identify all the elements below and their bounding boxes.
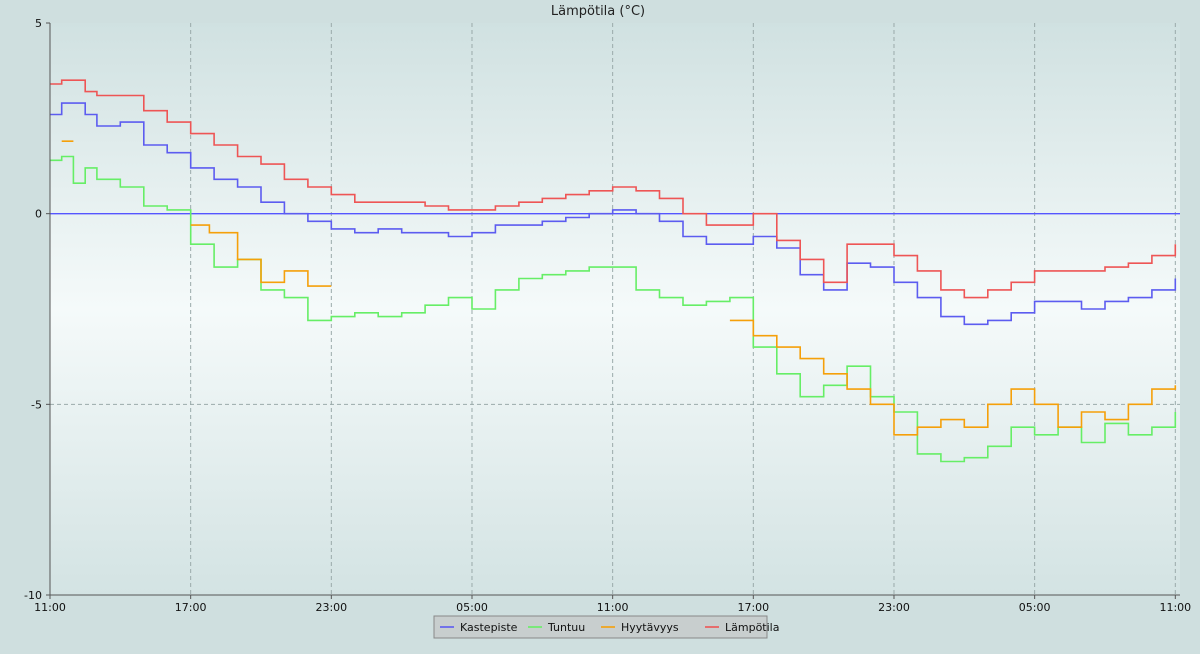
x-tick-label: 05:00 [1019, 601, 1051, 614]
x-tick-label: 11:00 [597, 601, 629, 614]
axes: 11:00 17:00 23:00 05:00 11:00 17:00 23:00 05:00… [24, 17, 1191, 614]
x-tick-label: 11:00 [1159, 601, 1191, 614]
x-tick-label: 23:00 [315, 601, 347, 614]
legend-item-hyytavyys[interactable]: Hyytävyys [601, 621, 679, 634]
legend-item-kastepiste[interactable]: Kastepiste [440, 621, 518, 634]
legend-label: Kastepiste [460, 621, 518, 634]
legend-box [433, 615, 768, 639]
y-tick-label: 5 [35, 17, 42, 30]
series-line-lamp-tila [50, 79, 1177, 299]
y-tick-label: -5 [31, 398, 42, 411]
series-line-tuntuu [50, 155, 1177, 463]
x-tick-label: 11:00 [34, 601, 66, 614]
plot-area [50, 23, 1180, 595]
legend-label: Lämpötila [725, 621, 779, 634]
legend-item-tuntuu[interactable]: Tuntuu [528, 621, 585, 634]
y-tick-label: 0 [35, 208, 42, 221]
legend-label: Hyytävyys [621, 621, 679, 634]
x-tick-label: 23:00 [878, 601, 910, 614]
x-tick-label: 17:00 [737, 601, 769, 614]
series-line-kastepiste [50, 102, 1177, 326]
y-tick-label: -10 [24, 589, 42, 602]
series-line-hyytavyys [61, 140, 1177, 436]
legend[interactable]: Kastepiste Tuntuu Hyytävyys Lämpötila [433, 615, 779, 639]
x-tick-label: 17:00 [175, 601, 207, 614]
legend-item-lamp-tila[interactable]: Lämpötila [705, 621, 779, 634]
chart-title: Lämpötila (°C) [551, 4, 645, 19]
series-layer [50, 79, 1177, 463]
legend-label: Tuntuu [547, 621, 585, 634]
x-tick-label: 05:00 [456, 601, 488, 614]
